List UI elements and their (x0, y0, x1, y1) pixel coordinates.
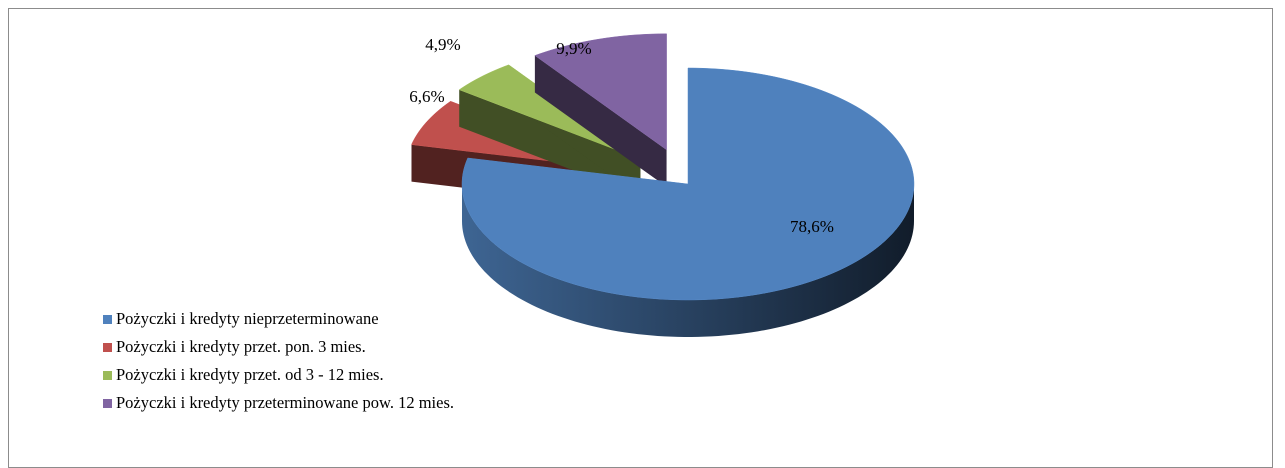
legend-swatch (103, 342, 112, 352)
legend-swatch (103, 370, 112, 380)
legend-label: Pożyczki i kredyty przet. pon. 3 mies. (116, 337, 366, 356)
slice-data-label: 78,6% (790, 217, 834, 236)
slice-top (534, 33, 667, 151)
legend-label: Pożyczki i kredyty przeterminowane pow. … (116, 393, 455, 412)
slice-data-label: 9,9% (556, 39, 591, 58)
chart-legend: Pożyczki i kredyty nieprzeterminowane Po… (103, 305, 454, 417)
slice-side (462, 184, 914, 337)
slice-wall (459, 89, 641, 197)
legend-swatch (103, 314, 112, 324)
legend-swatch (103, 398, 112, 408)
pie-slice (461, 67, 915, 337)
slice-data-label: 4,9% (425, 35, 460, 54)
legend-label: Pożyczki i kredyty nieprzeterminowane (116, 309, 379, 328)
legend-item: Pożyczki i kredyty nieprzeterminowane (103, 305, 454, 333)
slice-data-label: 6,6% (409, 87, 444, 106)
legend-label: Pożyczki i kredyty przet. od 3 - 12 mies… (116, 365, 384, 384)
slice-top (461, 67, 915, 301)
legend-item: Pożyczki i kredyty przet. od 3 - 12 mies… (103, 361, 454, 389)
pie-slice (534, 33, 667, 187)
legend-item: Pożyczki i kredyty przeterminowane pow. … (103, 389, 454, 417)
pie-chart: 78,6% 6,6% 4,9% 9,9% (409, 33, 915, 337)
slice-wall (534, 55, 667, 187)
legend-item: Pożyczki i kredyty przet. pon. 3 mies. (103, 333, 454, 361)
